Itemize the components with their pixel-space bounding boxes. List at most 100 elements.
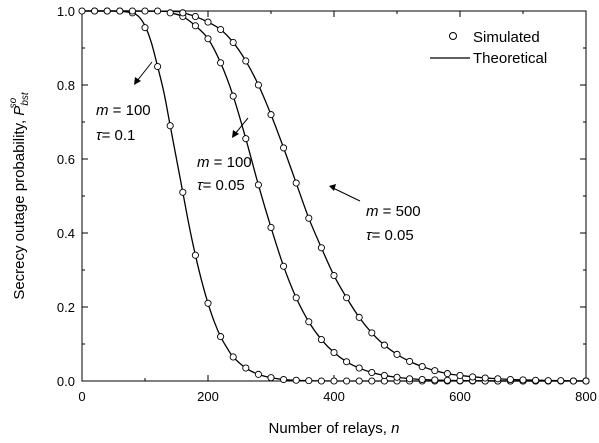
simulated-point-s2 (217, 59, 225, 67)
simulated-point-s3 (330, 271, 338, 280)
simulated-point-s2 (317, 336, 325, 344)
simulated-point-s2 (380, 371, 388, 380)
simulated-point-s2 (254, 181, 262, 189)
simulated-point-s1 (204, 299, 212, 307)
simulated-point-s3 (582, 377, 590, 385)
simulated-point-s3 (179, 9, 187, 17)
simulated-point-s3 (557, 377, 565, 385)
simulated-point-s2 (393, 373, 401, 381)
simulated-point-s3 (254, 81, 262, 89)
simulated-markers (78, 7, 590, 385)
simulated-point-s2 (343, 358, 351, 366)
theoretical-curve-3 (81, 10, 587, 382)
simulated-point-s3 (418, 363, 426, 371)
simulated-point-s2 (116, 7, 124, 15)
annotation-label-3a: m = 500 (366, 203, 421, 220)
simulated-point-s2 (103, 7, 111, 15)
simulated-point-s1 (330, 377, 338, 385)
simulated-point-s2 (330, 348, 338, 357)
simulated-point-s3 (469, 373, 477, 381)
y-tick-label: 0.0 (57, 374, 75, 389)
annotation-arrowhead-1 (134, 77, 141, 85)
simulated-point-s2 (280, 262, 288, 270)
simulated-point-s1 (267, 374, 275, 382)
simulated-point-s3 (317, 244, 325, 252)
x-tick-label: 400 (323, 389, 345, 404)
simulated-point-s2 (368, 368, 376, 377)
simulated-point-s3 (280, 144, 288, 152)
annotation-series-1: m = 100 τ= 0.1 (96, 61, 153, 144)
simulated-point-s3 (229, 38, 237, 47)
annotation-arrowhead-3 (329, 184, 336, 191)
simulated-point-s3 (267, 111, 275, 119)
simulated-point-s3 (544, 377, 552, 385)
simulated-point-s1 (355, 377, 363, 385)
annotation-arrowhead-2 (232, 130, 239, 138)
y-tick-label: 1.0 (57, 4, 75, 19)
annotation-arrow-2 (234, 117, 249, 135)
simulated-point-s3 (343, 294, 351, 302)
y-tick-label: 0.8 (57, 78, 75, 93)
simulated-point-s3 (431, 367, 439, 375)
annotation-arrow-1 (136, 61, 153, 82)
simulated-point-s3 (368, 329, 376, 337)
simulated-point-s1 (141, 24, 149, 32)
simulated-point-s3 (380, 341, 388, 349)
legend-theoretical-label: Theoretical (473, 50, 547, 67)
simulated-point-s2 (154, 7, 162, 15)
simulated-point-s1 (154, 62, 162, 71)
simulated-point-s1 (166, 122, 174, 130)
legend-simulated-marker (449, 32, 457, 40)
annotation-label-1b: τ= 0.1 (96, 127, 135, 144)
simulated-point-s2 (292, 294, 300, 302)
simulated-point-s1 (242, 364, 250, 372)
simulated-point-s3 (519, 376, 527, 384)
annotation-label-2a: m = 100 (197, 154, 252, 171)
simulated-point-s3 (242, 57, 250, 65)
simulated-point-s2 (242, 135, 250, 143)
simulated-point-s1 (292, 376, 300, 384)
simulated-point-s1 (229, 353, 237, 361)
simulated-point-s1 (280, 375, 288, 384)
simulated-point-s3 (393, 350, 401, 358)
simulated-point-s2 (204, 35, 212, 43)
simulated-point-s3 (569, 377, 577, 385)
annotation-label-2b: τ= 0.05 (197, 177, 245, 194)
simulated-point-s3 (217, 25, 225, 34)
simulated-point-s3 (481, 374, 489, 382)
simulated-point-s2 (355, 364, 363, 372)
axis-tick-labels: 0 200 400 600 800 0.0 0.2 0.4 0.6 0.8 1.0 (57, 4, 597, 404)
simulated-point-s3 (292, 179, 300, 187)
annotation-arrow-3 (332, 187, 361, 202)
annotation-label-3b: τ= 0.05 (366, 227, 414, 244)
legend-simulated-label: Simulated (473, 29, 540, 46)
simulated-point-s3 (406, 357, 414, 365)
simulated-point-s1 (217, 333, 225, 341)
simulated-point-s2 (267, 223, 275, 231)
simulated-point-s3 (355, 313, 363, 321)
simulated-point-s2 (443, 376, 451, 384)
simulated-point-s2 (91, 7, 99, 15)
simulated-point-s3 (443, 370, 451, 378)
simulated-point-s3 (191, 12, 199, 21)
simulated-point-s1 (191, 251, 199, 259)
simulated-point-s2 (305, 318, 313, 326)
annotation-series-3: m = 500 τ= 0.05 (329, 184, 421, 244)
simulated-point-s3 (532, 376, 540, 384)
simulated-point-s3 (494, 375, 502, 383)
y-axis-title: Secrecy outage probability, Pbstso (8, 91, 31, 300)
simulated-point-s2 (191, 22, 199, 30)
simulated-point-s1 (78, 7, 86, 15)
simulated-point-s1 (254, 370, 262, 378)
x-tick-label: 800 (575, 389, 597, 404)
simulated-point-s3 (506, 375, 514, 384)
simulated-point-s2 (418, 375, 426, 384)
simulated-point-s3 (305, 214, 313, 222)
simulated-point-s2 (166, 9, 174, 17)
y-tick-label: 0.4 (57, 226, 75, 241)
simulated-point-s1 (343, 377, 351, 385)
y-tick-label: 0.6 (57, 152, 75, 167)
x-axis-title: Number of relays, n (269, 420, 400, 437)
simulated-point-s1 (305, 377, 313, 385)
